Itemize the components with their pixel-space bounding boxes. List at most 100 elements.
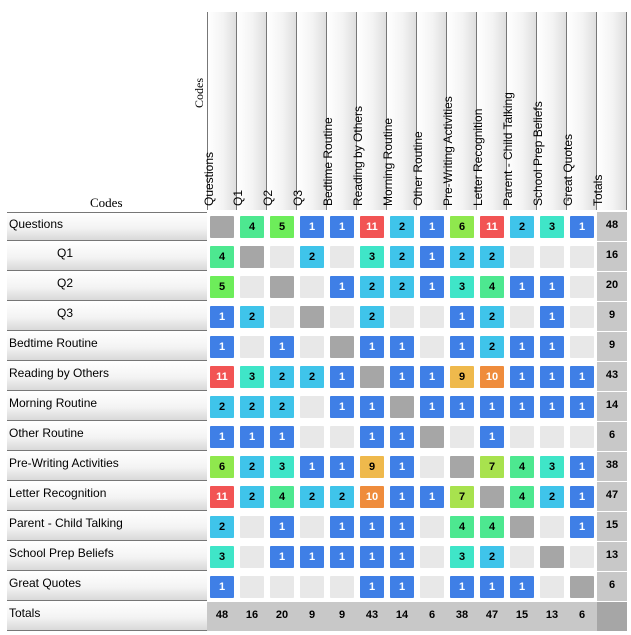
matrix-cell[interactable]: 9 [360,456,384,478]
matrix-cell[interactable]: 11 [480,216,504,238]
matrix-cell[interactable] [300,426,324,448]
row-header[interactable]: Q3 [7,302,207,331]
matrix-cell[interactable]: 2 [480,246,504,268]
matrix-cell[interactable]: 1 [390,366,414,388]
matrix-cell[interactable]: 3 [240,366,264,388]
matrix-cell[interactable] [420,516,444,538]
matrix-cell[interactable] [300,516,324,538]
matrix-cell[interactable]: 1 [330,276,354,298]
matrix-cell[interactable]: 1 [360,336,384,358]
matrix-cell[interactable]: 3 [450,276,474,298]
matrix-cell[interactable] [270,276,294,298]
matrix-cell[interactable]: 1 [270,426,294,448]
matrix-cell[interactable]: 1 [510,576,534,598]
matrix-cell[interactable]: 1 [420,486,444,508]
matrix-cell[interactable]: 1 [210,426,234,448]
column-header[interactable]: Q3 [291,12,327,210]
matrix-cell[interactable] [390,396,414,418]
matrix-cell[interactable] [420,426,444,448]
matrix-cell[interactable] [570,246,594,268]
matrix-cell[interactable] [420,576,444,598]
matrix-cell[interactable] [270,576,294,598]
matrix-cell[interactable]: 2 [360,276,384,298]
matrix-cell[interactable]: 1 [510,276,534,298]
matrix-cell[interactable] [540,516,564,538]
matrix-cell[interactable]: 2 [540,486,564,508]
row-header[interactable]: Q1 [7,242,207,271]
matrix-cell[interactable]: 1 [300,546,324,568]
matrix-cell[interactable]: 1 [390,516,414,538]
matrix-cell[interactable]: 2 [210,516,234,538]
column-header[interactable]: Pre-Writing Activities [441,12,477,210]
matrix-cell[interactable]: 1 [570,396,594,418]
matrix-cell[interactable] [480,486,504,508]
matrix-cell[interactable]: 9 [450,366,474,388]
matrix-cell[interactable]: 1 [480,426,504,448]
matrix-cell[interactable]: 1 [570,516,594,538]
matrix-cell[interactable]: 1 [270,546,294,568]
row-header[interactable]: Q2 [7,272,207,301]
matrix-cell[interactable]: 4 [480,276,504,298]
row-header[interactable]: Great Quotes [7,572,207,601]
matrix-cell[interactable]: 1 [240,426,264,448]
matrix-cell[interactable]: 1 [420,246,444,268]
matrix-cell[interactable]: 1 [390,576,414,598]
matrix-cell[interactable] [570,546,594,568]
matrix-cell[interactable]: 1 [420,216,444,238]
matrix-cell[interactable]: 3 [540,216,564,238]
matrix-cell[interactable] [240,336,264,358]
matrix-cell[interactable]: 2 [270,396,294,418]
matrix-cell[interactable]: 2 [480,336,504,358]
matrix-cell[interactable] [300,306,324,328]
matrix-cell[interactable]: 1 [330,216,354,238]
matrix-cell[interactable]: 2 [300,246,324,268]
matrix-cell[interactable] [540,546,564,568]
matrix-cell[interactable]: 1 [360,396,384,418]
matrix-cell[interactable]: 2 [360,306,384,328]
matrix-cell[interactable] [420,456,444,478]
matrix-cell[interactable]: 4 [270,486,294,508]
matrix-cell[interactable] [540,426,564,448]
matrix-cell[interactable] [420,306,444,328]
matrix-cell[interactable]: 1 [270,336,294,358]
matrix-cell[interactable] [570,306,594,328]
matrix-cell[interactable]: 1 [360,426,384,448]
matrix-cell[interactable] [360,366,384,388]
matrix-cell[interactable] [510,426,534,448]
matrix-cell[interactable]: 3 [450,546,474,568]
matrix-cell[interactable]: 4 [510,486,534,508]
matrix-cell[interactable] [240,276,264,298]
matrix-cell[interactable] [450,426,474,448]
row-header[interactable]: Totals [7,602,207,631]
matrix-cell[interactable]: 1 [270,516,294,538]
matrix-cell[interactable]: 1 [210,336,234,358]
matrix-cell[interactable]: 1 [510,336,534,358]
matrix-cell[interactable]: 1 [450,576,474,598]
matrix-cell[interactable]: 1 [390,426,414,448]
matrix-cell[interactable]: 2 [240,306,264,328]
column-header[interactable]: Letter Recognition [471,12,507,210]
column-header[interactable]: Great Quotes [561,12,597,210]
matrix-cell[interactable]: 1 [510,366,534,388]
matrix-cell[interactable]: 3 [210,546,234,568]
matrix-cell[interactable]: 6 [210,456,234,478]
matrix-cell[interactable] [300,276,324,298]
row-header[interactable]: Parent - Child Talking [7,512,207,541]
matrix-cell[interactable]: 10 [360,486,384,508]
matrix-cell[interactable] [570,576,594,598]
row-header[interactable]: Reading by Others [7,362,207,391]
matrix-cell[interactable]: 1 [570,456,594,478]
matrix-cell[interactable] [510,546,534,568]
matrix-cell[interactable] [240,546,264,568]
matrix-cell[interactable]: 11 [210,486,234,508]
column-header[interactable]: Reading by Others [351,12,387,210]
matrix-cell[interactable] [330,576,354,598]
matrix-cell[interactable] [330,426,354,448]
matrix-cell[interactable]: 2 [450,246,474,268]
matrix-cell[interactable]: 1 [360,576,384,598]
matrix-cell[interactable]: 1 [330,516,354,538]
matrix-cell[interactable]: 10 [480,366,504,388]
matrix-cell[interactable]: 1 [330,456,354,478]
matrix-cell[interactable]: 1 [420,276,444,298]
matrix-cell[interactable] [270,306,294,328]
